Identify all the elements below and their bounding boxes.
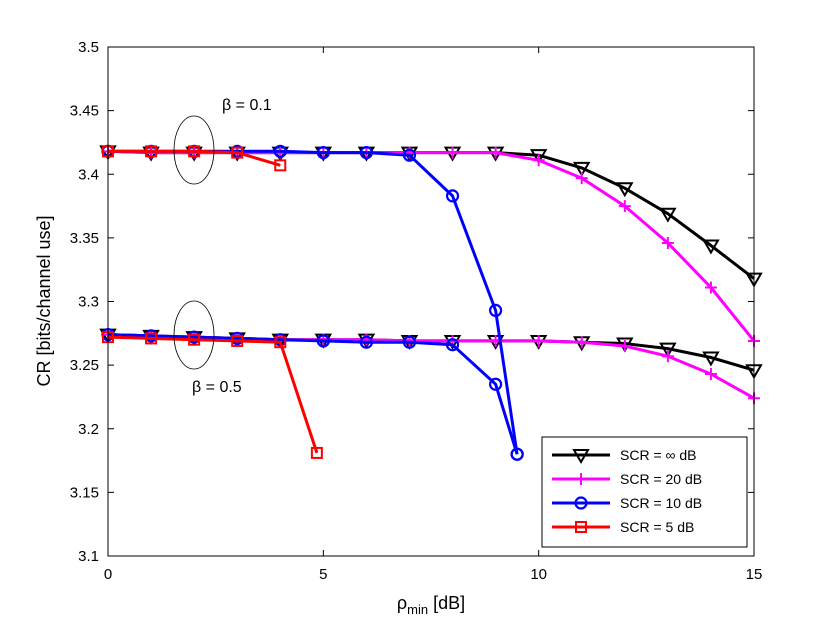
annotation-beta-0.1: β = 0.1 bbox=[222, 97, 272, 114]
series-0-curve-1-point-13 bbox=[659, 342, 677, 358]
series-0-curve-0-point-13 bbox=[659, 207, 677, 223]
legend-marker-1 bbox=[575, 473, 587, 485]
legend-entry-2: SCR = 10 dB bbox=[552, 495, 702, 511]
series-1-curve-0-point-14 bbox=[704, 281, 717, 294]
x-tick-label-1: 5 bbox=[319, 566, 327, 583]
series-0-curve-0-point-14 bbox=[702, 239, 720, 255]
legend-label-1: SCR = 20 dB bbox=[620, 471, 702, 487]
series-3-curve-0-line bbox=[108, 149, 281, 167]
x-tick-label-3: 15 bbox=[746, 566, 763, 583]
series-0-curve-0-point-10 bbox=[529, 149, 548, 165]
series-2-curve-0-point-8 bbox=[445, 189, 460, 203]
series-2-curve-1-point-6 bbox=[359, 335, 373, 349]
series-1-curve-0-point-12 bbox=[618, 200, 631, 213]
series-2-curve-1-line bbox=[107, 333, 519, 455]
series-2-curve-0-point-5 bbox=[316, 146, 330, 160]
legend-marker-2 bbox=[574, 496, 588, 510]
series-1-curve-0-point-13 bbox=[661, 236, 674, 249]
series-3-curve-0-point-4 bbox=[274, 159, 287, 172]
series-3-curve-1-line bbox=[107, 335, 319, 454]
series-1-curve-0-point-9 bbox=[489, 146, 502, 159]
series-2-curve-0-point-9 bbox=[489, 303, 503, 318]
x-tick-label-0: 0 bbox=[104, 566, 112, 583]
series-1-curve-0-point-10 bbox=[532, 154, 545, 167]
series-2-curve-0-point-4 bbox=[273, 144, 287, 158]
series-0-curve-0-point-12 bbox=[616, 182, 634, 198]
series-3-curve-0-point-3 bbox=[231, 146, 244, 159]
series-2-curve-0-point-6 bbox=[359, 146, 373, 160]
series-2-curve-1-point-8 bbox=[445, 338, 460, 352]
y-tick-label-6: 3.4 bbox=[78, 166, 99, 183]
y-tick-label-8: 3.5 bbox=[78, 39, 99, 56]
y-tick-label-7: 3.45 bbox=[70, 103, 99, 120]
y-tick-label-1: 3.15 bbox=[70, 484, 99, 501]
x-tick-label-2: 10 bbox=[530, 566, 547, 583]
legend-entry-1: SCR = 20 dB bbox=[552, 471, 702, 487]
series-2-curve-1-point-5 bbox=[316, 334, 330, 348]
series-3-curve-1-point-4 bbox=[274, 336, 287, 349]
series-3-curve-1-point-2 bbox=[188, 333, 201, 346]
series-1-curve-1-point-12 bbox=[618, 340, 631, 353]
annotation-ellipse-beta-0.1 bbox=[173, 115, 215, 185]
legend-entries: SCR = ∞ dB SCR = 20 dB SCR = 10 dB SCR = 5 … bbox=[552, 447, 702, 535]
series-1-curve-0-point-8 bbox=[446, 146, 459, 159]
series-0-curve-0-point-11 bbox=[572, 161, 591, 177]
series-3-curve-1-point-3 bbox=[231, 334, 244, 347]
series-3-curve-1-point-1 bbox=[145, 332, 158, 345]
ticks-layer: 0 5 10 15 3.1 3.15 3.2 3.25 3.3 3.35 3.4 3.45 3.5 bbox=[70, 39, 763, 583]
x-axis-title: ρmin [dB] bbox=[397, 593, 465, 617]
series-1-curve-1-point-11 bbox=[575, 336, 588, 349]
series-1-curve-1-point-10 bbox=[532, 334, 545, 347]
legend-marker-3 bbox=[575, 521, 587, 533]
legend-label-2: SCR = 10 dB bbox=[620, 495, 702, 511]
x-axis-title-sub: min bbox=[407, 602, 428, 617]
series-2-curve-1-point-9 bbox=[489, 377, 503, 391]
legend-label-3: SCR = 5 dB bbox=[620, 519, 694, 535]
y-axis-title: CR [bits/channel use] bbox=[34, 215, 54, 386]
series-3-curve-0-point-1 bbox=[145, 145, 158, 158]
legend-entry-3: SCR = 5 dB bbox=[552, 519, 694, 535]
series-2-curve-0-point-7 bbox=[402, 148, 417, 162]
y-tick-label-2: 3.2 bbox=[78, 421, 99, 438]
annotation-beta-0.5: β = 0.5 bbox=[192, 379, 242, 396]
legend-marker-0 bbox=[572, 449, 590, 464]
series-3-curve-1-point-5 bbox=[310, 446, 323, 459]
series-1-curve-1-point-14 bbox=[704, 368, 717, 381]
legend: SCR = ∞ dB SCR = 20 dB SCR = 10 dB SCR = 5 … bbox=[541, 436, 748, 548]
series-1-curve-1-point-13 bbox=[661, 350, 674, 363]
legend-entry-0: SCR = ∞ dB bbox=[552, 447, 697, 464]
series-layer bbox=[99, 144, 763, 461]
y-tick-label-4: 3.3 bbox=[78, 294, 99, 311]
x-axis-title-main: ρ bbox=[397, 593, 407, 613]
series-0-curve-1-point-14 bbox=[702, 351, 720, 367]
x-axis-title-unit: [dB] bbox=[433, 593, 465, 613]
annotation-ellipse-beta-0.5 bbox=[173, 300, 215, 370]
y-tick-label-3: 3.25 bbox=[70, 357, 99, 374]
y-tick-label-0: 3.1 bbox=[78, 548, 99, 565]
y-tick-label-5: 3.35 bbox=[70, 230, 99, 247]
legend-label-0: SCR = ∞ dB bbox=[620, 447, 697, 463]
series-2-curve-1-point-10 bbox=[510, 447, 524, 461]
series-1-curve-0-point-11 bbox=[575, 172, 588, 185]
series-2-curve-1-point-7 bbox=[402, 335, 417, 349]
series-3 bbox=[102, 145, 323, 459]
series-3-curve-0-point-2 bbox=[188, 145, 201, 158]
